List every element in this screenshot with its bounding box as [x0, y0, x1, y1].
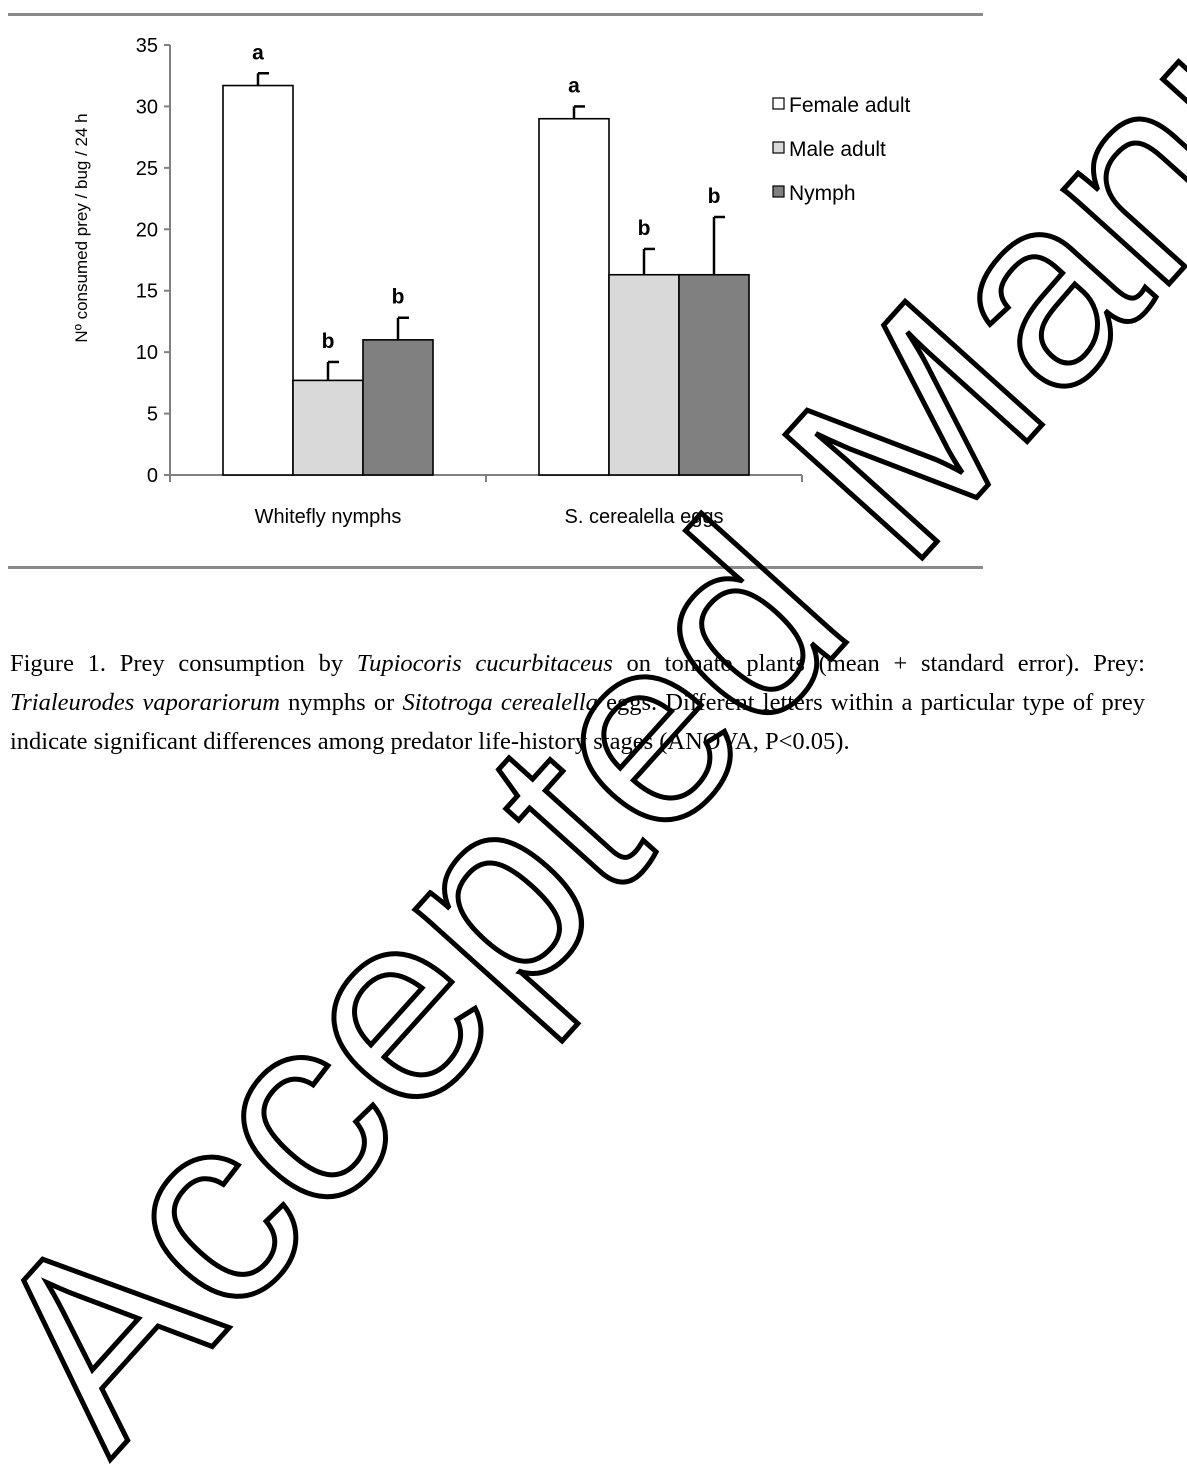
significance-letter: a [252, 41, 264, 64]
legend-swatch [772, 141, 785, 154]
caption-text-2: on tomato plants (mean + standard error)… [612, 650, 1145, 677]
bar [538, 117, 610, 476]
y-tick-label: 0 [147, 465, 158, 487]
chart-axes: 0 5 10 15 20 25 30 35 Whitefly nymphs S. cerealel… [72, 35, 803, 528]
y-tick-label: 20 [136, 219, 158, 241]
y-tick-label: 25 [136, 158, 158, 180]
bar [608, 273, 680, 476]
x-category-label: Whitefly nymphs [255, 506, 402, 528]
caption-species-2: Trialeurodes vaporariorum [10, 689, 280, 716]
significance-letter: b [322, 330, 335, 353]
y-tick-label: 30 [136, 96, 158, 118]
bar-chart: 0 5 10 15 20 25 30 35 Whitefly nymphs S. cerealel… [72, 35, 911, 528]
bar [362, 339, 434, 476]
chart-bars: a b b a b b [222, 41, 750, 476]
caption-text-4: eggs. Different letters within a particu… [10, 689, 1146, 755]
y-tick-label: 5 [147, 404, 158, 426]
y-axis-label: Nº consumed prey / bug / 24 h [72, 113, 91, 342]
figure-caption: Figure 1. Prey consumption by Tupiocoris… [10, 644, 1145, 761]
x-category-label: S. cerealella eggs [565, 506, 724, 528]
bar [678, 273, 750, 476]
y-tick-label: 35 [136, 35, 158, 57]
legend-swatch [772, 97, 785, 110]
top-rule [8, 13, 983, 16]
legend-swatch [772, 185, 785, 198]
caption-label: Figure 1. Prey consumption by [10, 650, 357, 677]
significance-letter: b [638, 217, 651, 240]
caption-species-3: Sitotroga cerealella [402, 689, 598, 716]
bottom-rule [8, 566, 983, 569]
bar [222, 84, 294, 476]
y-tick-label: 15 [136, 281, 158, 303]
caption-text-3: nymphs or [279, 689, 403, 716]
caption-species-1: Tupiocoris cucurbitaceus [356, 650, 613, 677]
legend-label: Male adult [789, 138, 886, 161]
legend-label: Female adult [789, 94, 911, 117]
significance-letter: b [392, 286, 405, 309]
significance-letter: b [708, 185, 721, 208]
y-tick-label: 10 [136, 342, 158, 364]
significance-letter: a [568, 74, 580, 97]
chart-legend: Female adult Male adult Nymph [772, 94, 911, 205]
legend-label: Nymph [789, 182, 856, 205]
bar [292, 379, 364, 476]
